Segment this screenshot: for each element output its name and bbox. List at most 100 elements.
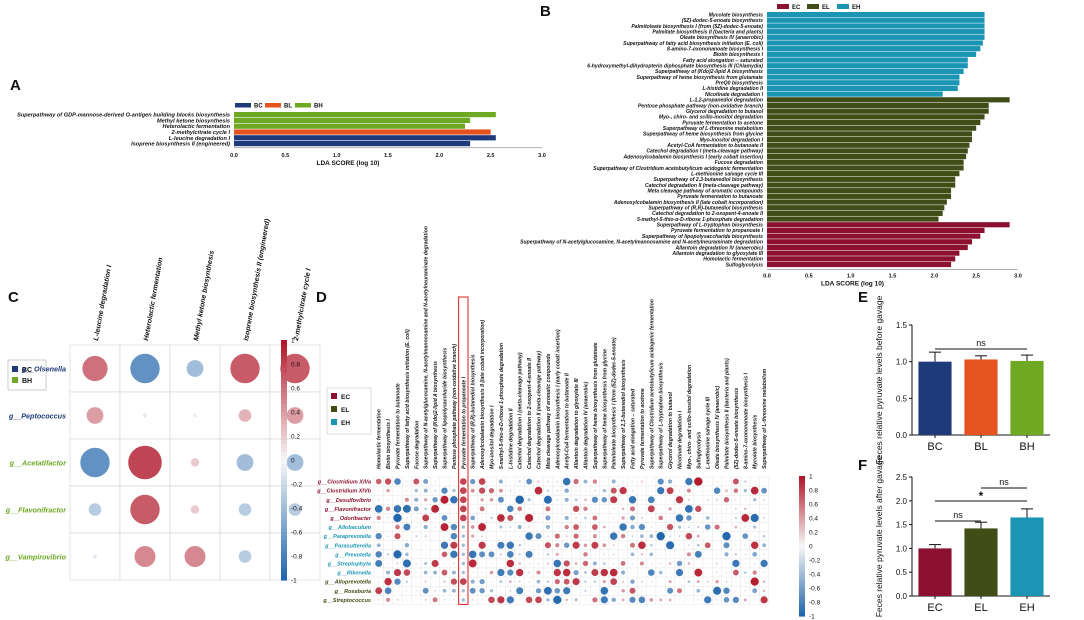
lda-bar [767, 119, 981, 126]
correlation-circle [377, 580, 380, 583]
colorbar-segment [799, 581, 805, 584]
correlation-circle [573, 569, 579, 576]
colorbar-segment [799, 501, 805, 505]
pathway-label: Fatty acid elongation -- saturated [683, 58, 764, 64]
correlation-circle [564, 524, 569, 530]
legend-label-bl: BL [284, 104, 292, 110]
correlation-circle [744, 498, 747, 501]
correlation-circle [190, 458, 200, 467]
pathway-label: Superpathway of heme biosynthesis from g… [643, 132, 763, 138]
colorbar-segment [799, 595, 805, 598]
correlation-circle [393, 568, 402, 577]
correlation-circle [450, 541, 458, 549]
correlation-circle [735, 535, 737, 537]
colorbar-tick-label: 0 [291, 458, 295, 465]
correlation-circle [713, 487, 721, 494]
correlation-circle [687, 498, 690, 501]
correlation-circle [238, 503, 252, 516]
correlation-circle [130, 353, 160, 384]
correlation-circle [696, 588, 701, 593]
lda-bar [767, 34, 985, 40]
correlation-circle [631, 480, 634, 483]
correlation-circle [611, 597, 616, 603]
pathway-label: L-leucine degradation I [169, 136, 231, 142]
correlation-circle [450, 495, 458, 504]
colorbar-segment [281, 572, 287, 577]
correlation-circle [716, 480, 718, 483]
colorbar-segment [281, 568, 287, 573]
correlation-circle [620, 561, 626, 566]
correlation-circle [506, 596, 514, 604]
correlation-circle [193, 413, 197, 418]
correlation-circle [406, 480, 408, 483]
correlation-circle [612, 553, 615, 556]
colorbar-segment [281, 424, 287, 429]
correlation-circle [611, 479, 616, 484]
colorbar-segment [281, 356, 287, 361]
colorbar-segment [281, 532, 287, 537]
correlation-circle [725, 480, 728, 483]
colorbar-segment [281, 552, 287, 557]
correlation-circle [414, 497, 419, 502]
correlation-circle [573, 478, 579, 485]
correlation-circle [685, 532, 693, 540]
colorbar-segment [281, 548, 287, 553]
correlation-circle [677, 588, 682, 594]
correlation-circle [657, 478, 664, 485]
correlation-circle [497, 541, 505, 549]
correlation-circle [762, 543, 767, 548]
column-label: Catechol degradation to 2-oxopent-4-enoa… [527, 357, 533, 469]
correlation-circle [451, 588, 456, 593]
correlation-circle [583, 506, 588, 512]
correlation-circle [716, 508, 718, 510]
correlation-circle [723, 542, 730, 549]
correlation-circle [622, 498, 624, 501]
colorbar-segment [281, 540, 287, 545]
correlation-circle [678, 480, 681, 483]
column-label: Superpathway of 2,3-butanediol biosynthe… [621, 359, 627, 469]
correlation-circle [641, 498, 643, 501]
column-label: Pyruvate fermentation to propanoate I [461, 376, 467, 469]
correlation-circle [441, 569, 448, 576]
colorbar-segment [281, 416, 287, 421]
correlation-circle [434, 480, 436, 483]
correlation-circle [638, 596, 646, 604]
colorbar-tick-label: 0.4 [291, 410, 300, 417]
correlation-circle [406, 599, 408, 601]
correlation-circle [415, 544, 418, 547]
column-label: Superpathway of Clostridium acetobutylic… [649, 299, 655, 469]
correlation-circle [490, 562, 493, 565]
correlation-circle [658, 570, 663, 575]
correlation-circle [443, 580, 446, 583]
correlation-circle [528, 526, 530, 528]
colorbar-segment [281, 464, 287, 469]
legend-swatch-ec [777, 4, 789, 9]
x-tick-label: 3.0 [538, 153, 546, 159]
correlation-circle [659, 580, 662, 583]
pathway-label: Superpathway of (Kdo)2-lipid A biosynthe… [655, 69, 763, 75]
correlation-circle [434, 544, 436, 547]
column-label: Superpathway of (Kdo)2-lipid A biosynthe… [433, 361, 439, 469]
correlation-circle [688, 589, 690, 592]
x-tick-label: 0.5 [282, 153, 290, 159]
colorbar-segment [799, 508, 805, 512]
correlation-circle [620, 533, 626, 539]
lda-bar [767, 114, 985, 120]
correlation-circle [647, 496, 655, 504]
correlation-circle [375, 559, 383, 567]
row-label: g__Clostridium XIVa [317, 480, 371, 486]
legend-swatch-el [331, 406, 337, 412]
correlation-circle [763, 553, 765, 556]
pathway-label: Superpathway of 2,3-butanediol biosynthe… [653, 177, 763, 183]
correlation-circle [490, 526, 493, 528]
correlation-circle [723, 597, 730, 603]
colorbar-segment [799, 529, 805, 533]
correlation-circle [650, 580, 653, 583]
correlation-circle [678, 544, 681, 547]
colorbar-segment [799, 522, 805, 526]
y-tick-label: 1.5 [896, 321, 908, 330]
colorbar-segment [799, 569, 805, 573]
colorbar: 1 0.8 0.6 0.4 0.2 0 -0.2 -0.4 -0.6 -0.8 -1 [799, 474, 821, 620]
correlation-circle [732, 596, 740, 603]
correlation-circle [723, 497, 730, 503]
